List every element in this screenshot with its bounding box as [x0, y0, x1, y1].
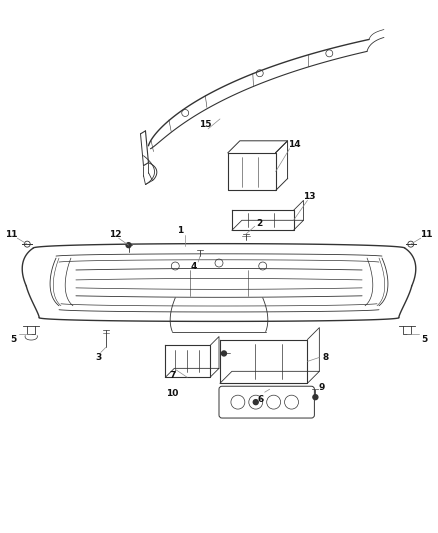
- Text: 3: 3: [95, 353, 102, 362]
- Text: 7: 7: [169, 371, 176, 380]
- Text: 6: 6: [258, 394, 264, 403]
- Text: 13: 13: [303, 192, 316, 201]
- Text: 14: 14: [288, 140, 301, 149]
- Text: 10: 10: [166, 389, 179, 398]
- Circle shape: [253, 400, 258, 405]
- Text: 11: 11: [5, 230, 18, 239]
- Text: 5: 5: [421, 335, 428, 344]
- Text: 8: 8: [322, 353, 328, 362]
- Text: 15: 15: [199, 120, 212, 130]
- Text: 12: 12: [110, 230, 122, 239]
- Text: 1: 1: [177, 226, 184, 235]
- Text: 9: 9: [318, 383, 325, 392]
- Circle shape: [126, 243, 131, 248]
- Text: 2: 2: [257, 219, 263, 228]
- Circle shape: [222, 351, 226, 356]
- Text: 5: 5: [10, 335, 17, 344]
- Circle shape: [313, 394, 318, 400]
- Text: 11: 11: [420, 230, 433, 239]
- Text: 4: 4: [191, 262, 198, 271]
